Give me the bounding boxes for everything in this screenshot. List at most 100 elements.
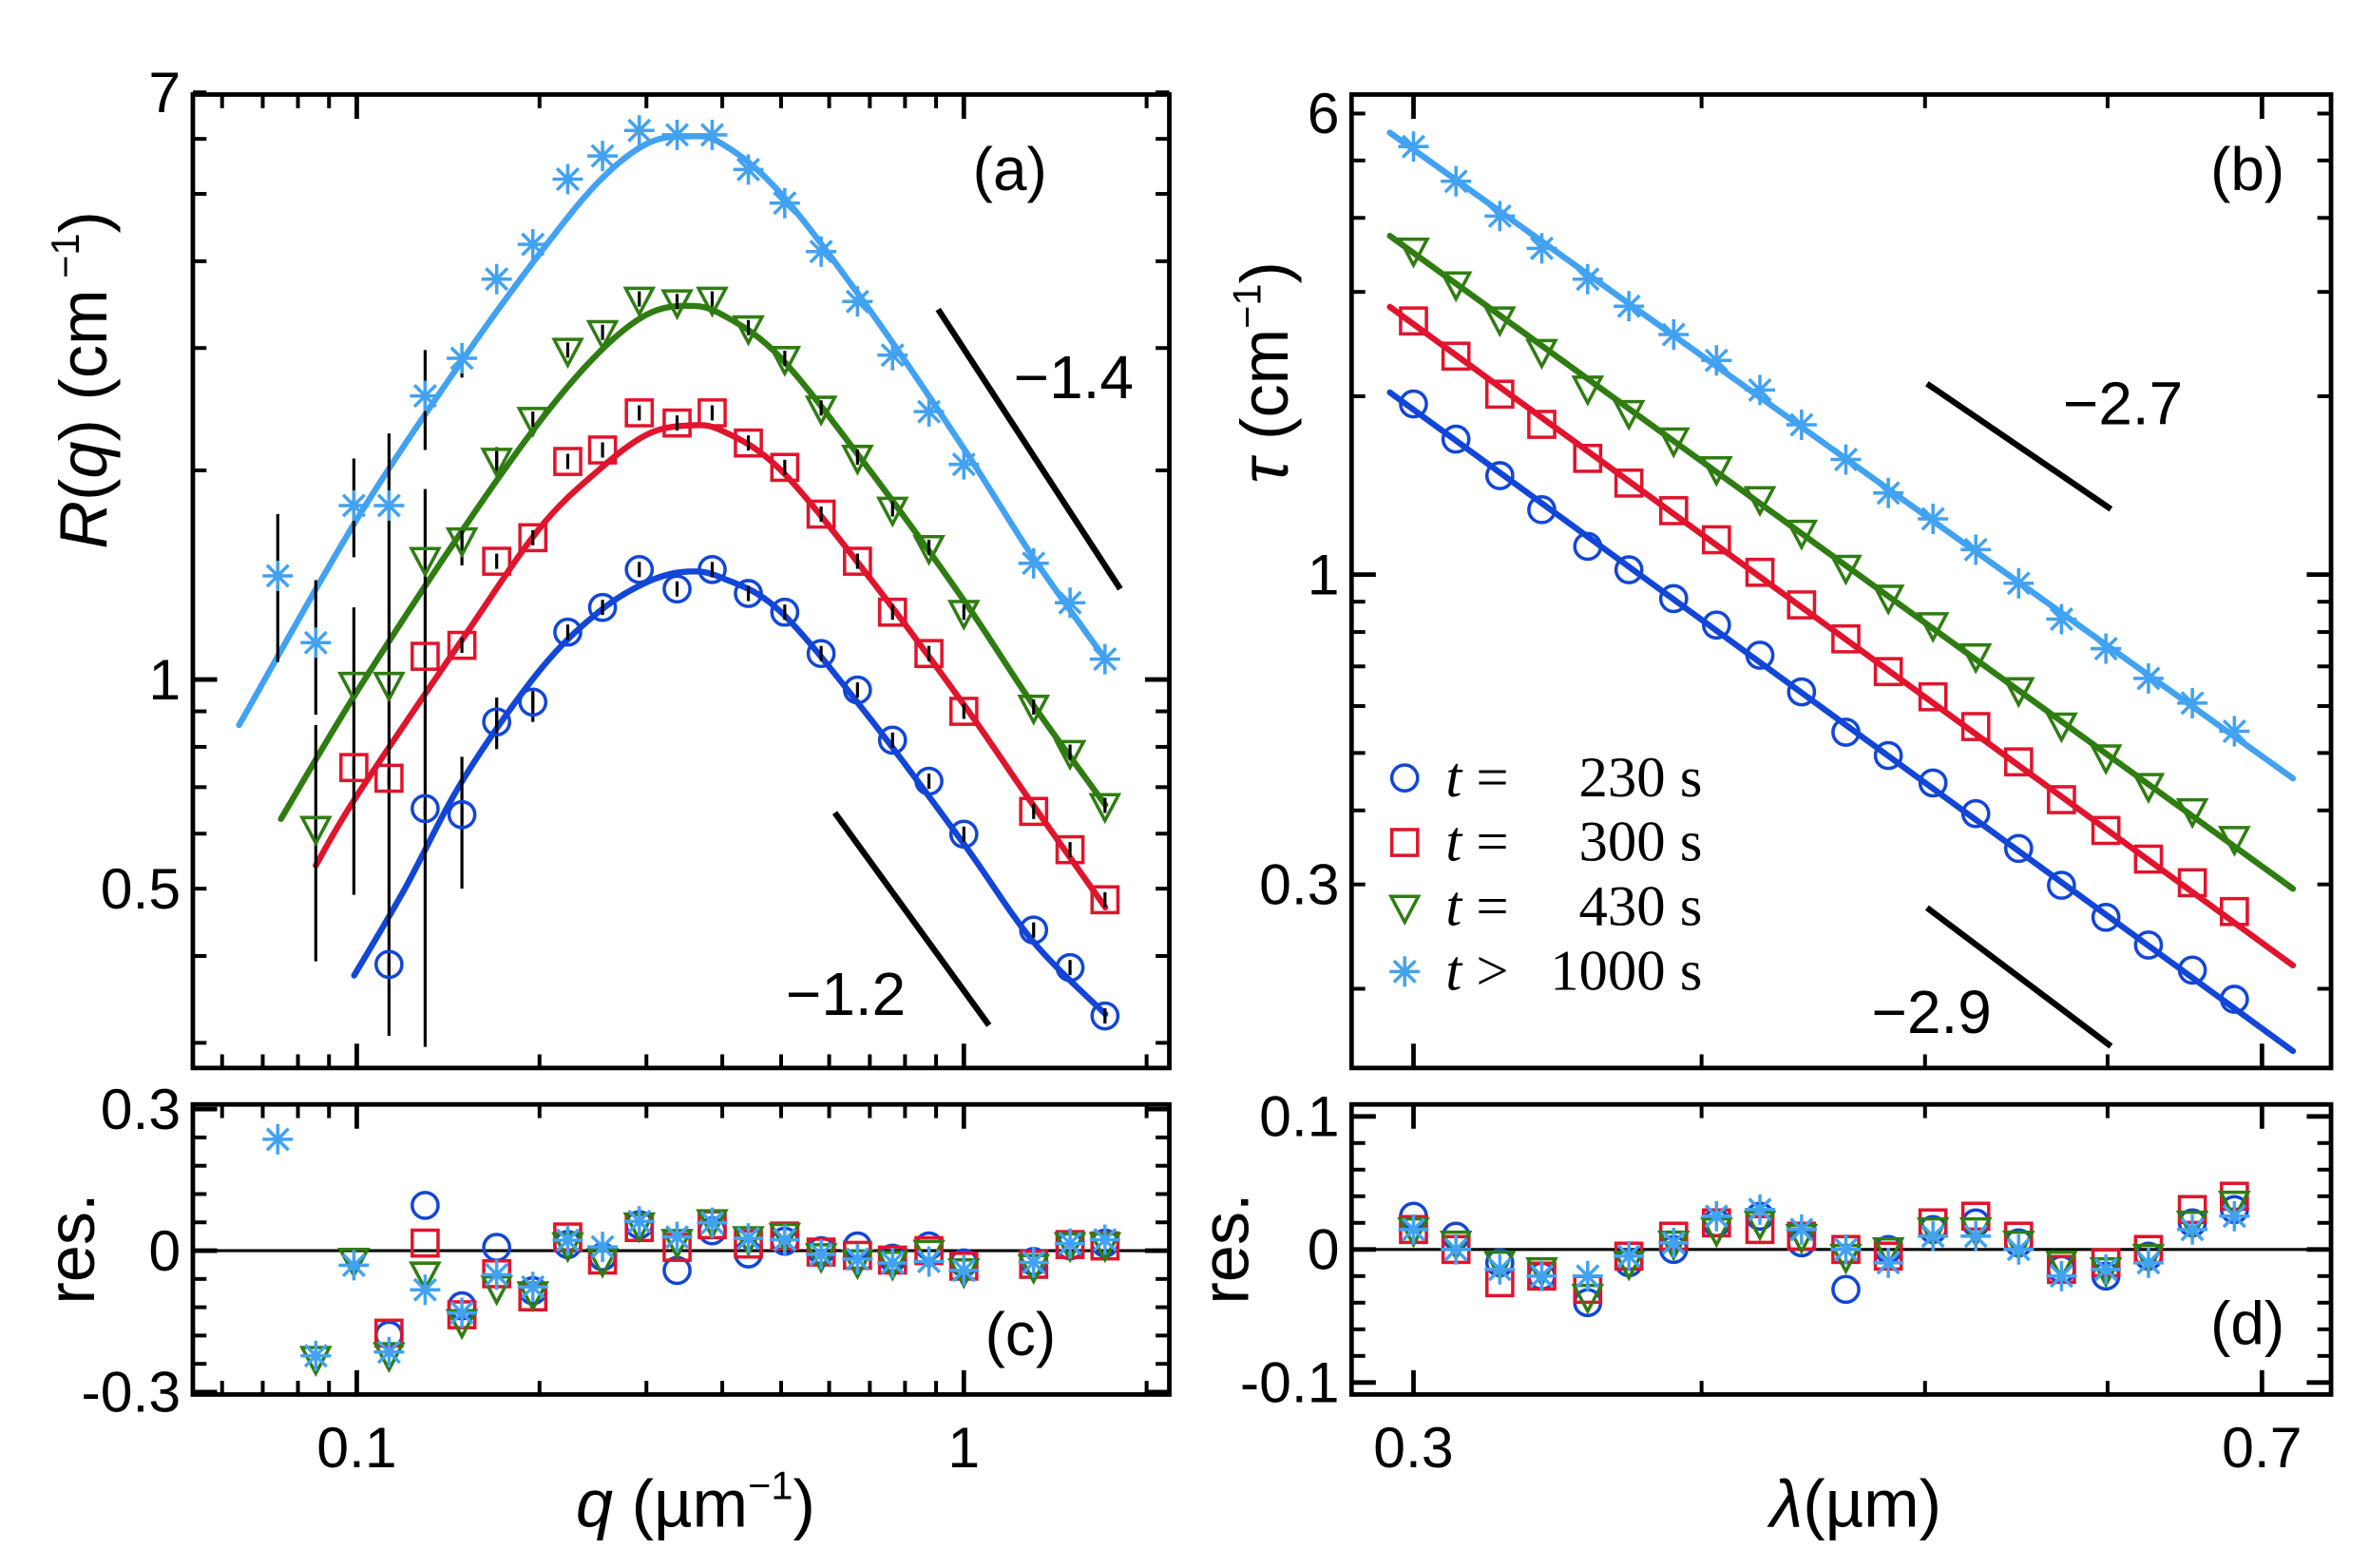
residual-point-t1000 (1018, 1247, 1049, 1278)
data-point-t430 (480, 448, 513, 479)
legend-marker-icon (1389, 763, 1420, 793)
legend-entry: t = 430 s (1387, 875, 1702, 939)
slope-line (935, 307, 1123, 591)
y-tick-label: -0.1 (1240, 1350, 1340, 1415)
data-point-t1000 (262, 560, 294, 591)
slope-label: −2.9 (1872, 978, 1992, 1046)
residual-point-t1000 (623, 1206, 655, 1237)
data-point-t230 (518, 687, 548, 717)
panel-label-a: (a) (973, 135, 1047, 203)
residual-point-t1000 (1484, 1253, 1516, 1285)
y-axis-label-c: res. (33, 1193, 108, 1304)
data-point-t1000 (697, 119, 728, 150)
data-point-t230 (734, 579, 763, 608)
residual-point-t430 (2131, 1243, 2166, 1275)
data-point-t430 (1612, 399, 1646, 431)
data-point-t1000 (2046, 603, 2077, 635)
panel-label-b: (b) (2210, 135, 2284, 203)
data-point-t300 (1019, 796, 1049, 827)
data-point-t300 (1960, 712, 1991, 741)
data-point-t430 (622, 286, 657, 318)
data-point-t230 (1614, 555, 1644, 584)
legend-label: t >1000 s (1445, 940, 1702, 1004)
residual-point-t1000 (1918, 1220, 1949, 1252)
panel-label-c: (c) (985, 1300, 1057, 1368)
data-point-t230 (1701, 610, 1731, 641)
y-axis-label-b: τ (cm−1) (1224, 261, 1302, 484)
slope-label: −2.7 (2063, 369, 2183, 437)
plot-frame (190, 1101, 1172, 1397)
data-point-t300 (553, 447, 583, 476)
slope-label: −1.4 (1014, 343, 1134, 411)
residual-point-t1000 (1572, 1260, 1603, 1291)
residual-point-t1000 (481, 1259, 512, 1291)
data-point-t1000 (587, 141, 619, 172)
data-point-t300 (1399, 306, 1428, 336)
y-axis-label-d: res. (1188, 1193, 1263, 1304)
x-tick-label: 1 (947, 1415, 980, 1480)
data-point-t300 (1573, 443, 1603, 473)
data-point-t230 (1658, 583, 1689, 614)
data-point-t300 (877, 597, 907, 627)
residual-point-t1000 (2091, 1253, 2122, 1285)
residual-point-t430 (1525, 1256, 1558, 1289)
data-point-t300 (734, 428, 763, 458)
data-point-t1000 (1484, 201, 1516, 232)
plot-frame (1348, 92, 2334, 1071)
data-point-t1000 (2003, 567, 2035, 599)
data-point-t430 (768, 346, 802, 377)
data-point-t1000 (661, 119, 693, 150)
slope-label: −1.2 (786, 960, 906, 1028)
data-point-t430 (409, 546, 442, 579)
data-point-t230 (482, 707, 512, 736)
data-point-t430 (445, 526, 479, 559)
panel-b: 6 1 0.3 −2.7 −2.9 (1259, 81, 2334, 1071)
data-point-t230 (843, 675, 872, 705)
data-point-t300 (1786, 590, 1817, 620)
data-point-t1000 (2091, 633, 2122, 664)
data-point-t230 (770, 597, 800, 627)
data-point-t430 (1958, 642, 1993, 675)
residual-point-t1000 (1089, 1224, 1120, 1255)
legend-label: t = 430 s (1445, 875, 1702, 939)
data-point-t1000 (733, 154, 764, 185)
residual-point-t1000 (262, 1123, 294, 1155)
data-point-t1000 (338, 490, 370, 521)
legend-value: 300 s (1579, 811, 1703, 874)
data-point-t430 (875, 496, 909, 528)
residual-point-t1000 (338, 1250, 370, 1281)
data-point-t300 (447, 630, 477, 660)
x-tick-label: 0.7 (2222, 1415, 2302, 1480)
data-point-t1000 (769, 187, 800, 219)
residual-point-t1000 (769, 1224, 800, 1255)
data-point-t300 (2177, 868, 2207, 898)
legend-marker-icon (1387, 894, 1422, 927)
data-point-t430 (585, 319, 620, 352)
slope-line (1925, 381, 2113, 512)
residual-point-t1000 (410, 1274, 441, 1306)
residual-point-t1000 (842, 1244, 873, 1274)
legend-t: t (1445, 940, 1463, 1004)
residual-point-t1000 (1398, 1214, 1429, 1245)
fit-line-t430 (1386, 232, 2297, 892)
residual-point-t1000 (1830, 1233, 1862, 1265)
data-point-t1000 (1830, 444, 1862, 475)
data-point-t300 (843, 546, 872, 576)
data-point-t230 (447, 799, 477, 830)
data-point-t230 (1786, 677, 1817, 707)
data-point-t430 (1053, 739, 1087, 772)
data-point-t300 (1484, 379, 1515, 410)
data-point-t230 (1831, 717, 1861, 747)
data-point-t300 (948, 697, 979, 726)
data-point-t430 (660, 289, 694, 321)
data-point-t300 (2003, 747, 2034, 777)
data-point-t300 (1527, 410, 1557, 439)
fit-curve-t430 (277, 302, 1109, 822)
x-tick-label: 0.1 (316, 1415, 396, 1480)
residual-point-t1000 (1055, 1228, 1086, 1259)
residual-point-t1000 (1960, 1220, 1992, 1252)
data-point-t300 (2091, 815, 2121, 846)
data-point-t1000 (1441, 165, 1472, 197)
data-point-t300 (770, 452, 800, 483)
